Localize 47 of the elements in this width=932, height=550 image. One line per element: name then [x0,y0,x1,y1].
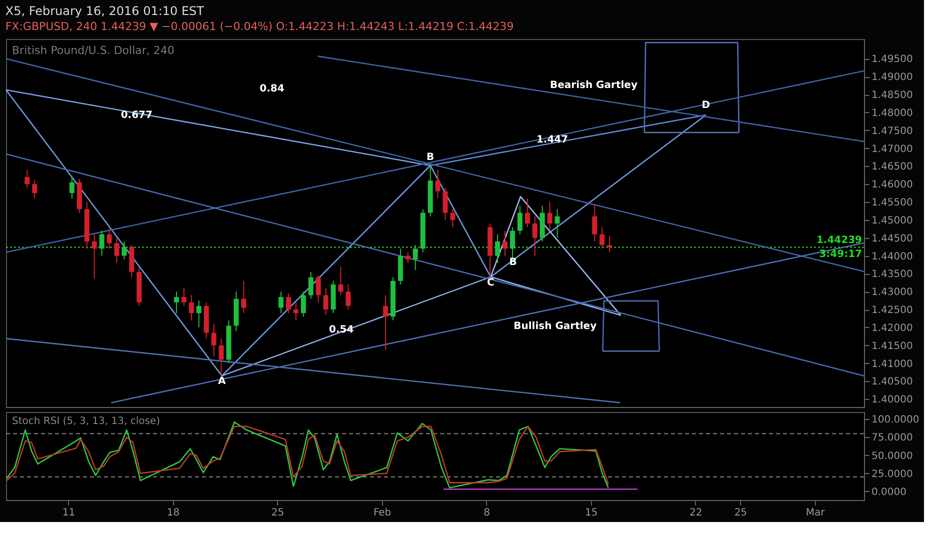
annotation: 3:49:17 [819,249,862,260]
x-tick-label: 15 [584,508,598,518]
annotation: B [426,152,434,163]
y-tick-label: 1.49000 [872,72,913,84]
y-tick-label: 1.45500 [872,198,913,209]
annotation: A [218,376,226,388]
y-tick-label: 1.47000 [872,144,913,155]
chart-title: Stoch RSI (5, 3, 13, 13, close) [12,416,160,427]
x-tick-label: 22 [690,508,702,518]
y-tick-label: 1.48500 [872,90,913,102]
chart-title: X5, February 16, 2016 01:10 EST [5,4,205,18]
x-tick-label: 18 [166,508,180,518]
annotation: 0.677 [120,110,153,121]
y-tick-label: 1.44500 [872,233,913,244]
annotation: British Pound/U.S. Dollar, 240 [12,44,174,57]
x-tick-label: 25 [271,508,284,518]
ref-line-label: 1.44239 [816,235,862,246]
y-tick-label: 1.45000 [872,215,913,226]
annotation: Bearish Gartley [550,80,638,91]
chart-subtitle: FX:GBPUSD, 240 1.44239 ▼ −0.00061 (−0.04%) O:1.44223 H:1.44243 L:1.44219 C:1.44239 [5,20,514,33]
y-tick-label: 1.46500 [872,162,913,173]
y-tick-label: 1.41500 [872,340,913,352]
y-tick-label: 1.43500 [872,269,913,280]
x-tick-label: Mar [806,508,826,518]
annotation: C [487,278,494,289]
y-tick-label: 1.48000 [872,108,913,119]
y-tick-label: 100.0000 [872,414,920,426]
x-tick-label: 8 [484,508,490,518]
y-tick-label: 1.47500 [872,126,913,137]
y-tick-label: 0.0000 [872,486,906,498]
y-tick-label: 1.40500 [872,376,913,388]
y-tick-label: 1.41000 [872,358,913,370]
y-tick-label: 1.43000 [872,287,913,298]
y-tick-label: 1.42500 [872,305,913,316]
y-tick-label: 75.0000 [872,432,913,444]
x-tick-label: 25 [734,508,748,518]
annotation: Bullish Gartley [514,321,598,332]
y-tick-label: 1.42000 [872,322,913,334]
y-tick-label: 1.44000 [872,251,913,262]
x-tick-label: Feb [373,508,392,518]
y-tick-label: 25.0000 [872,468,913,480]
y-tick-label: 1.40000 [872,394,913,406]
annotation: 0.84 [260,84,284,95]
y-tick-label: 1.46000 [872,180,913,191]
y-tick-label: 50.0000 [872,450,913,462]
y-tick-label: 1.49500 [872,54,913,66]
x-tick-label: 11 [62,508,76,518]
